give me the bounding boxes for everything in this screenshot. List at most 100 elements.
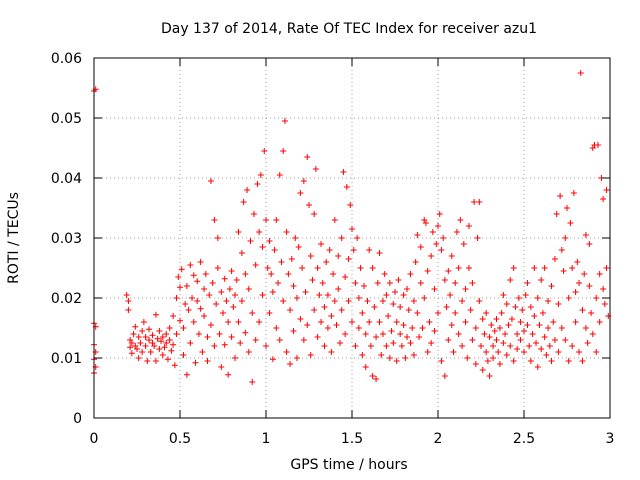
data-point xyxy=(140,319,147,325)
x-tick-label: 1.5 xyxy=(341,431,363,447)
data-point xyxy=(496,361,503,367)
data-point xyxy=(355,295,362,301)
data-point xyxy=(369,373,376,379)
data-point xyxy=(295,244,302,250)
data-point xyxy=(383,292,390,298)
data-point xyxy=(545,325,552,331)
data-point xyxy=(273,325,280,331)
data-point xyxy=(565,358,572,364)
data-point xyxy=(500,340,507,346)
data-point xyxy=(359,310,366,316)
data-point xyxy=(300,178,307,184)
data-point xyxy=(269,289,276,295)
data-point xyxy=(431,286,438,292)
data-point xyxy=(318,241,325,247)
data-point xyxy=(534,295,541,301)
data-point xyxy=(209,280,216,286)
data-point xyxy=(216,331,223,337)
data-point xyxy=(252,262,259,268)
data-point xyxy=(340,169,347,175)
data-point xyxy=(299,265,306,271)
data-point xyxy=(266,238,273,244)
x-tick-label: 2 xyxy=(434,431,443,447)
data-point xyxy=(424,268,431,274)
data-point xyxy=(290,328,297,334)
data-point xyxy=(524,322,531,328)
data-point xyxy=(462,286,469,292)
data-point xyxy=(491,328,498,334)
data-point xyxy=(572,289,579,295)
data-point xyxy=(293,295,300,301)
data-point xyxy=(177,317,183,324)
data-point xyxy=(182,301,189,307)
data-point xyxy=(527,304,534,310)
data-point xyxy=(330,271,337,277)
data-point xyxy=(483,310,490,316)
grid-lines xyxy=(94,58,610,418)
data-point xyxy=(197,305,204,312)
data-point xyxy=(472,325,479,331)
data-point xyxy=(410,352,417,358)
data-point xyxy=(562,235,569,241)
data-point xyxy=(490,355,497,361)
data-point xyxy=(522,292,529,298)
data-point xyxy=(579,307,586,313)
data-point xyxy=(376,250,383,256)
data-point xyxy=(397,331,404,337)
data-point xyxy=(392,289,398,295)
data-point xyxy=(297,190,304,196)
data-point xyxy=(486,373,493,379)
data-point xyxy=(161,344,168,351)
data-point xyxy=(297,316,304,322)
data-point xyxy=(335,253,342,259)
data-point xyxy=(218,289,225,295)
data-point xyxy=(517,337,524,343)
data-point xyxy=(460,241,467,247)
data-point xyxy=(459,298,466,304)
data-point xyxy=(151,343,158,349)
data-point xyxy=(574,259,581,265)
data-point xyxy=(486,334,493,340)
data-point xyxy=(213,301,220,307)
data-point xyxy=(166,325,173,331)
data-point xyxy=(333,322,340,328)
data-point xyxy=(214,265,221,271)
data-point xyxy=(455,265,462,271)
data-point xyxy=(354,235,361,241)
y-tick-label: 0.02 xyxy=(51,291,82,307)
data-point xyxy=(379,331,386,337)
data-point xyxy=(541,265,548,271)
data-point xyxy=(135,355,142,361)
data-point xyxy=(416,334,423,340)
data-point xyxy=(355,325,362,331)
data-point xyxy=(343,184,350,190)
data-point xyxy=(390,340,397,346)
data-point xyxy=(146,337,153,343)
data-point xyxy=(259,292,266,298)
data-point xyxy=(601,301,608,307)
data-point xyxy=(221,341,228,348)
data-point xyxy=(281,118,288,124)
data-point xyxy=(287,307,294,313)
data-point xyxy=(524,280,531,286)
data-point xyxy=(558,325,565,331)
data-point xyxy=(152,358,159,364)
data-point xyxy=(593,349,600,355)
data-point xyxy=(386,355,393,361)
data-point xyxy=(201,286,208,292)
data-point xyxy=(438,247,445,253)
data-point xyxy=(128,350,135,357)
data-point xyxy=(218,364,225,370)
data-point xyxy=(256,319,263,325)
data-point xyxy=(189,295,196,301)
data-point xyxy=(476,298,483,304)
data-point xyxy=(202,271,209,277)
data-point xyxy=(283,229,290,235)
data-point xyxy=(469,337,476,343)
y-axis-ticks: 0 0.01 0.02 0.03 0.04 0.05 0.06 xyxy=(51,51,610,427)
data-point xyxy=(405,307,412,313)
data-point xyxy=(364,298,371,304)
data-point xyxy=(180,325,187,331)
data-point xyxy=(441,373,448,379)
data-point xyxy=(538,346,545,352)
